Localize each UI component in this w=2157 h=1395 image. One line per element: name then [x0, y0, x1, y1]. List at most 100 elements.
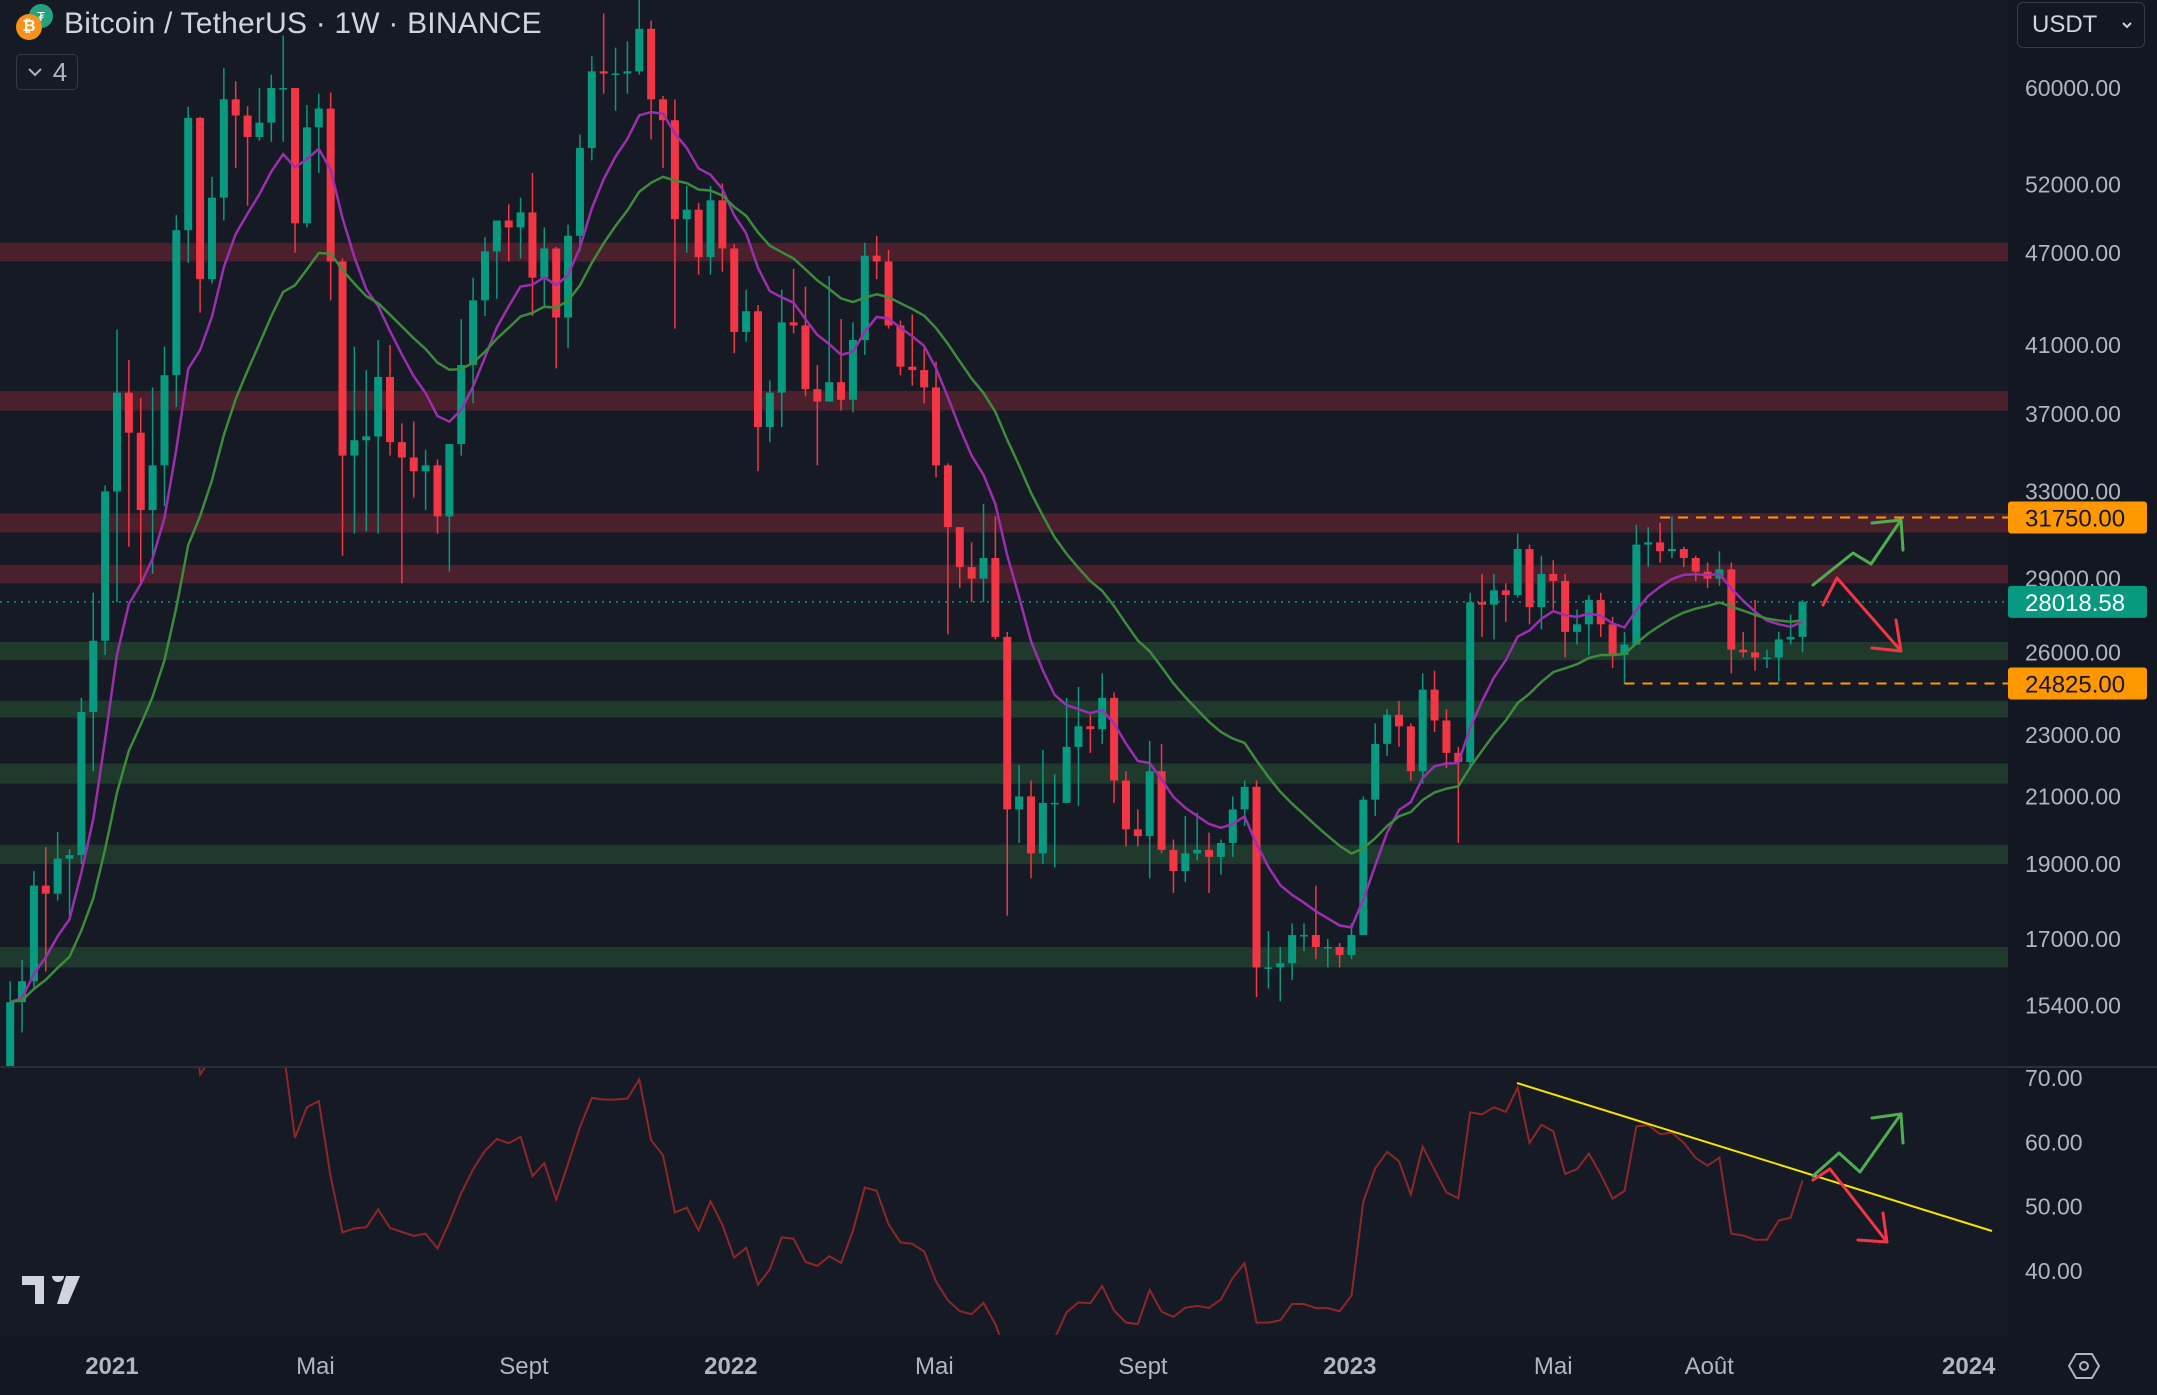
- symbol-header[interactable]: ₮ ₿ Bitcoin / TetherUS · 1W · BINANCE: [16, 4, 542, 44]
- candle-body: [314, 108, 323, 128]
- price-tick-label: 60000.00: [2025, 75, 2121, 101]
- candle-body: [1430, 689, 1439, 721]
- time-tick-label: 2024: [1942, 1353, 1996, 1380]
- candle-body: [670, 120, 679, 220]
- candle-body: [659, 99, 668, 121]
- candle-body: [113, 392, 121, 492]
- rsi-bullish-arrow[interactable]: [1811, 1112, 1905, 1178]
- candle: [848, 322, 857, 413]
- currency-unit-select[interactable]: USDT: [2017, 2, 2145, 48]
- time-tick-label: 2023: [1323, 1353, 1376, 1380]
- candle: [219, 68, 228, 221]
- candle: [314, 93, 323, 173]
- candle: [184, 106, 193, 263]
- candle: [397, 423, 406, 584]
- candle-body: [789, 322, 798, 326]
- candle-body: [967, 567, 976, 579]
- candle: [1418, 673, 1427, 784]
- candle: [1311, 885, 1320, 960]
- bullish-scenario-arrow[interactable]: [1811, 518, 1905, 587]
- candle-body: [1691, 557, 1700, 572]
- resistance-zone: [0, 564, 2008, 584]
- candle-body: [1584, 599, 1593, 625]
- candle-body: [1442, 720, 1451, 753]
- candle: [1620, 631, 1629, 685]
- candle-body: [1098, 697, 1107, 730]
- candle-body: [148, 465, 157, 511]
- candle: [670, 99, 679, 329]
- candle: [1074, 686, 1083, 807]
- time-tick-label: Mai: [1534, 1353, 1573, 1380]
- candle: [1276, 946, 1285, 1002]
- time-tick-label: Août: [1685, 1353, 1735, 1380]
- time-axis-background: [0, 1335, 2157, 1395]
- candle-body: [302, 127, 311, 224]
- support-zone: [0, 844, 2008, 864]
- rsi-trendline[interactable]: [1516, 1082, 1993, 1232]
- candle: [1549, 560, 1558, 610]
- resistance-zone: [0, 242, 2008, 262]
- candle: [1656, 522, 1665, 563]
- candle: [1252, 780, 1261, 998]
- candle-body: [920, 370, 929, 388]
- candle-body: [207, 197, 216, 280]
- candle: [932, 361, 941, 478]
- price-tick-label: 17000.00: [2025, 926, 2121, 952]
- bearish-scenario-arrow[interactable]: [1821, 576, 1903, 653]
- candle-body: [575, 147, 584, 236]
- candle-body: [374, 376, 383, 437]
- candle: [1406, 723, 1415, 781]
- candle-body: [231, 99, 240, 116]
- candle-body: [1003, 636, 1012, 810]
- candle-body: [1774, 639, 1783, 658]
- candle-body: [599, 71, 608, 74]
- candle-body: [18, 981, 27, 1003]
- candle: [124, 359, 133, 547]
- candle-body: [540, 248, 549, 278]
- current-price-badge: 28018.58: [2025, 590, 2125, 617]
- candle-body: [1632, 544, 1641, 645]
- current-price-badge-background: [2008, 585, 2147, 618]
- candle-body: [101, 491, 110, 641]
- candle: [1525, 544, 1534, 625]
- candle: [445, 444, 454, 572]
- rsi-bearish-arrow[interactable]: [1811, 1167, 1889, 1244]
- rsi-tick-label: 50.00: [2025, 1194, 2083, 1220]
- candle: [267, 74, 276, 142]
- candle-body: [1347, 935, 1356, 956]
- indicators-legend-toggle[interactable]: 4: [16, 54, 78, 90]
- candle-body: [196, 117, 205, 280]
- candle-body: [386, 376, 395, 443]
- candle: [469, 277, 478, 404]
- candle-body: [718, 200, 727, 249]
- symbol-title[interactable]: Bitcoin / TetherUS · 1W · BINANCE: [64, 7, 542, 40]
- candle: [1513, 533, 1522, 598]
- rsi-line: [198, 1068, 1804, 1335]
- candle-body: [1228, 809, 1237, 843]
- resistance-zone: [0, 390, 2008, 411]
- candle: [1228, 796, 1237, 857]
- candle: [89, 592, 98, 772]
- tradingview-logo[interactable]: [22, 1270, 84, 1311]
- candle-body: [872, 255, 881, 262]
- currency-unit-value: USDT: [2032, 11, 2098, 38]
- candle-body: [350, 440, 359, 456]
- candle-body: [433, 465, 442, 517]
- candle: [623, 41, 632, 94]
- price-tick-label: 37000.00: [2025, 401, 2121, 427]
- candle-body: [647, 28, 656, 100]
- time-tick-label: Mai: [915, 1353, 954, 1380]
- candle: [1062, 697, 1071, 803]
- candle-body: [1015, 796, 1024, 810]
- candle: [611, 47, 620, 111]
- candle: [1383, 709, 1392, 756]
- chart-settings-icon[interactable]: [2067, 1352, 2101, 1385]
- candle-body: [1311, 935, 1320, 947]
- candle-body: [219, 99, 228, 198]
- time-tick-label: 2022: [704, 1353, 757, 1380]
- candle-body: [397, 442, 406, 458]
- candle: [113, 329, 121, 603]
- candle: [1691, 555, 1700, 581]
- candle-body: [884, 261, 893, 326]
